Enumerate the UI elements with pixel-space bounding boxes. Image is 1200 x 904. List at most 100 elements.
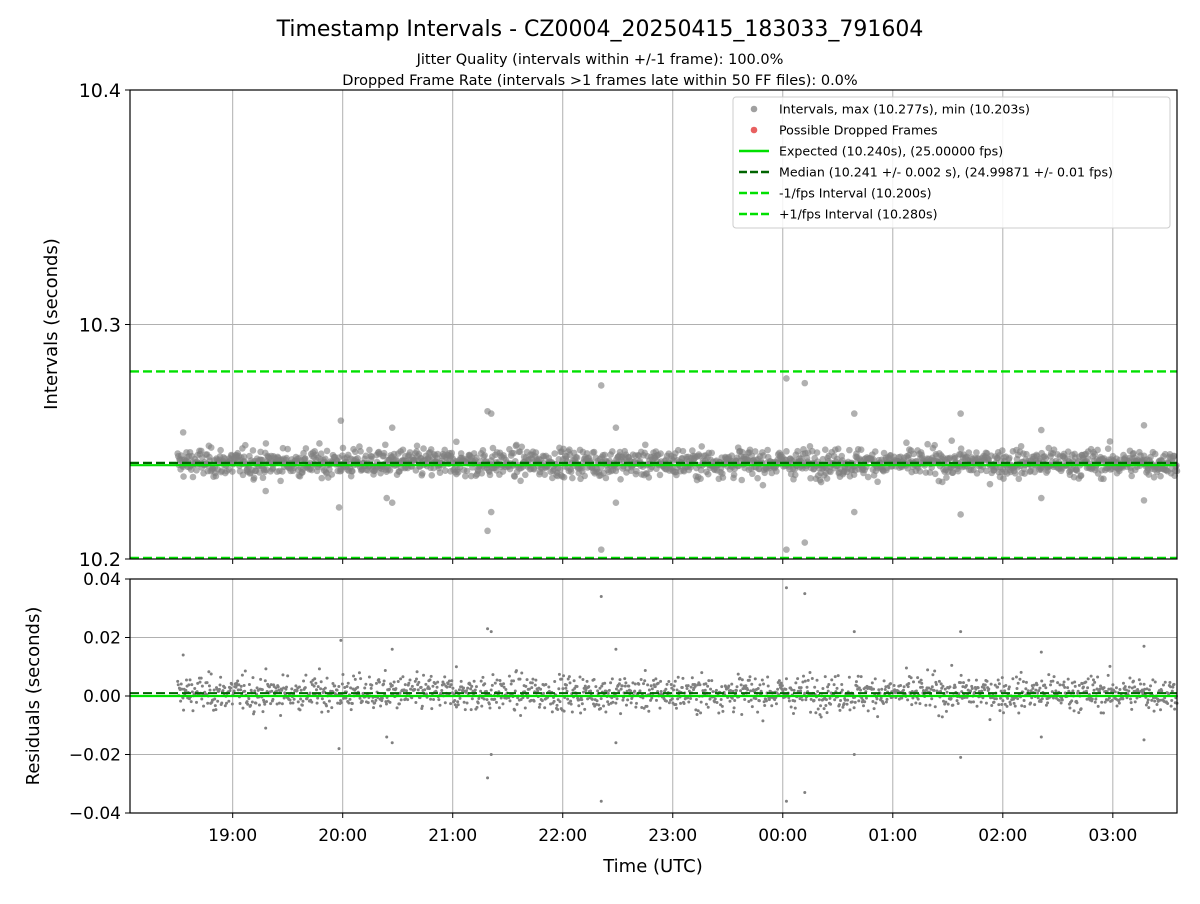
residual-point xyxy=(645,704,649,708)
interval-point xyxy=(1140,497,1148,504)
residual-point xyxy=(385,735,389,739)
residual-point xyxy=(1142,682,1146,686)
residual-point xyxy=(809,710,813,714)
residual-point xyxy=(961,681,965,685)
residual-point xyxy=(744,684,748,688)
residual-point xyxy=(364,682,368,686)
residual-point xyxy=(277,688,281,692)
residual-point xyxy=(1039,735,1043,739)
residual-point xyxy=(473,688,477,692)
residual-point xyxy=(567,701,571,705)
residual-point xyxy=(295,689,299,693)
residual-point xyxy=(624,681,628,685)
residual-point xyxy=(500,684,504,688)
interval-point xyxy=(249,447,257,454)
residual-point xyxy=(1167,692,1171,696)
residual-point xyxy=(900,696,904,700)
residual-point xyxy=(445,685,449,689)
residual-point xyxy=(861,704,865,708)
interval-point xyxy=(513,441,520,449)
residual-point xyxy=(618,678,622,682)
residual-point xyxy=(984,701,988,705)
residual-point xyxy=(1003,689,1007,693)
residual-point xyxy=(1068,706,1072,710)
residual-point xyxy=(674,706,678,710)
residual-point xyxy=(438,703,442,707)
residual-point xyxy=(373,701,377,705)
residual-point xyxy=(454,705,458,709)
residual-point xyxy=(804,698,808,702)
residual-point xyxy=(706,684,710,688)
residual-point xyxy=(1145,687,1149,691)
interval-point xyxy=(612,499,620,507)
residual-point xyxy=(623,677,627,681)
residual-point xyxy=(814,711,818,715)
residual-point xyxy=(833,675,837,679)
residual-point xyxy=(747,678,751,682)
residual-point xyxy=(297,685,301,689)
residual-point xyxy=(384,700,388,704)
residual-point xyxy=(469,708,473,712)
residual-point xyxy=(828,696,832,700)
residual-point xyxy=(983,688,987,692)
residual-point xyxy=(928,703,932,707)
residual-point xyxy=(498,679,502,683)
residual-point xyxy=(1163,680,1167,684)
interval-point xyxy=(567,468,575,476)
residual-point xyxy=(1044,686,1048,690)
residual-point xyxy=(320,710,324,714)
residual-point xyxy=(1103,700,1107,704)
residual-point xyxy=(808,670,812,674)
residual-point xyxy=(344,696,348,700)
residual-point xyxy=(960,696,964,700)
interval-point xyxy=(645,474,653,481)
interval-point xyxy=(551,450,559,457)
residual-point xyxy=(988,718,992,722)
residual-point xyxy=(812,699,816,703)
residual-point xyxy=(932,688,936,692)
residual-point xyxy=(433,682,437,686)
residual-point xyxy=(994,697,998,701)
residual-point xyxy=(1096,704,1100,708)
residual-point xyxy=(465,701,469,705)
residual-point xyxy=(423,688,427,692)
residual-point xyxy=(583,707,587,711)
residual-point xyxy=(777,679,781,683)
residual-point xyxy=(617,689,621,693)
interval-point xyxy=(1100,475,1107,483)
residual-point xyxy=(1038,686,1042,690)
residual-point xyxy=(566,697,570,701)
residual-point xyxy=(992,700,996,704)
interval-point xyxy=(834,445,842,453)
residual-point xyxy=(592,678,596,682)
residual-point xyxy=(739,689,743,693)
residual-point xyxy=(487,702,491,706)
residual-point xyxy=(784,799,788,803)
residual-point xyxy=(780,684,784,688)
residual-point xyxy=(264,726,268,730)
interval-point xyxy=(566,446,573,453)
residual-point xyxy=(209,672,213,676)
residual-point xyxy=(709,687,713,691)
residual-point xyxy=(437,698,441,702)
residual-point xyxy=(416,688,420,692)
residual-point xyxy=(581,678,585,682)
residual-point xyxy=(1135,696,1139,700)
residual-point xyxy=(219,675,223,679)
residual-point xyxy=(1155,702,1159,706)
interval-point xyxy=(259,474,267,482)
interval-point xyxy=(609,448,616,455)
residual-point xyxy=(789,705,793,709)
residual-point xyxy=(446,682,450,686)
residual-point xyxy=(489,688,493,692)
residual-point xyxy=(370,699,374,703)
residual-point xyxy=(1073,680,1077,684)
residual-point xyxy=(274,689,278,693)
residual-point xyxy=(864,696,868,700)
residual-point xyxy=(754,697,758,701)
residual-point xyxy=(961,685,965,689)
residual-point xyxy=(524,684,528,688)
residual-point xyxy=(792,712,796,716)
residual-point xyxy=(826,685,830,689)
